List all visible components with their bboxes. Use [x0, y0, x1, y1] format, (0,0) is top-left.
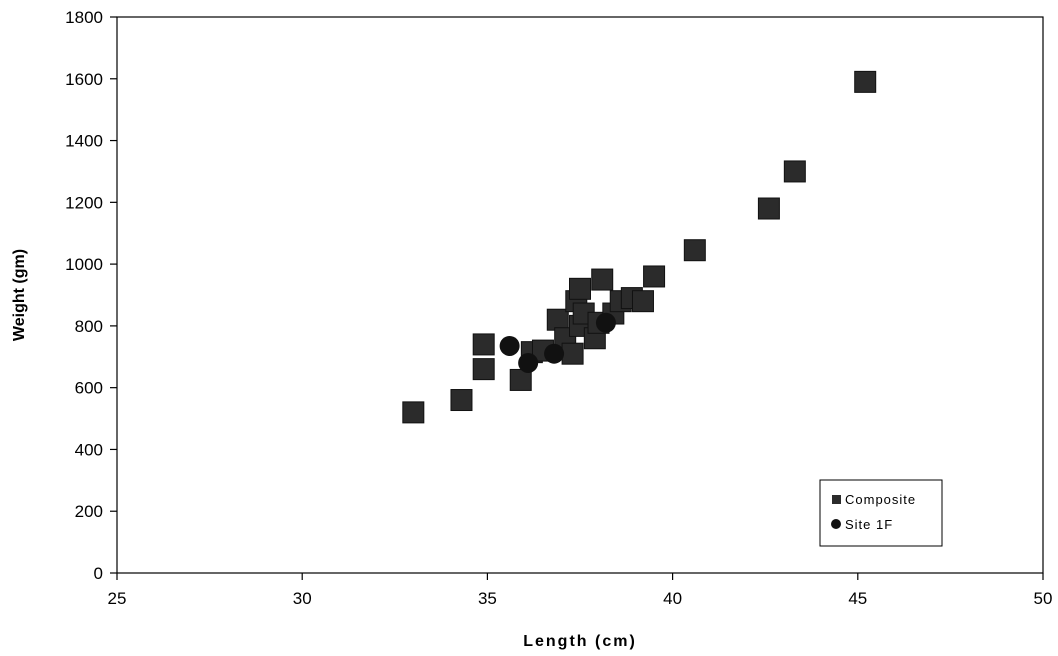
composite-point — [783, 160, 806, 183]
site-1f-point — [544, 343, 565, 364]
x-tick-label: 25 — [108, 589, 127, 608]
legend-swatch-site-1f — [831, 519, 841, 529]
y-tick-label: 1000 — [65, 255, 103, 274]
y-axis-title: Weight (gm) — [11, 249, 28, 341]
legend-box — [819, 479, 943, 547]
x-tick-label: 40 — [663, 589, 682, 608]
composite-point — [472, 358, 495, 381]
plot-area — [116, 16, 1044, 574]
site-1f-point — [499, 335, 520, 356]
legend-swatch-composite — [832, 495, 841, 504]
composite-point — [402, 401, 425, 424]
x-axis-ticks: 25 30 35 40 45 50 — [108, 573, 1053, 608]
x-tick-label: 30 — [293, 589, 312, 608]
site-1f-point — [518, 352, 539, 373]
y-tick-label: 1600 — [65, 70, 103, 89]
composite-point — [472, 333, 495, 356]
y-axis-ticks: 0 200 400 600 800 1000 1200 1400 1600 1800 — [65, 8, 117, 583]
y-tick-label: 1200 — [65, 193, 103, 212]
x-tick-label: 50 — [1034, 589, 1053, 608]
y-tick-label: 400 — [75, 440, 103, 459]
legend-label-site-1f: Site 1F — [845, 517, 893, 532]
composite-point — [631, 290, 654, 313]
data-points — [402, 70, 877, 424]
composite-point — [591, 268, 614, 291]
y-tick-label: 200 — [75, 502, 103, 521]
composite-point — [450, 389, 473, 412]
y-tick-label: 600 — [75, 379, 103, 398]
site-1f-point — [595, 312, 616, 333]
composite-point — [643, 265, 666, 288]
composite-point — [546, 308, 569, 331]
composite-point — [683, 239, 706, 262]
x-tick-label: 35 — [478, 589, 497, 608]
y-tick-label: 1800 — [65, 8, 103, 27]
y-tick-label: 800 — [75, 317, 103, 336]
composite-point — [569, 277, 591, 300]
y-tick-label: 1400 — [65, 132, 103, 151]
composite-point — [757, 197, 780, 220]
y-tick-label: 0 — [94, 564, 103, 583]
composite-point — [854, 70, 877, 93]
legend-label-composite: Composite — [845, 492, 916, 507]
x-axis-title: Length (cm) — [523, 633, 637, 650]
legend: Composite Site 1F — [819, 479, 943, 547]
composite-point — [561, 342, 584, 365]
x-tick-label: 45 — [848, 589, 867, 608]
